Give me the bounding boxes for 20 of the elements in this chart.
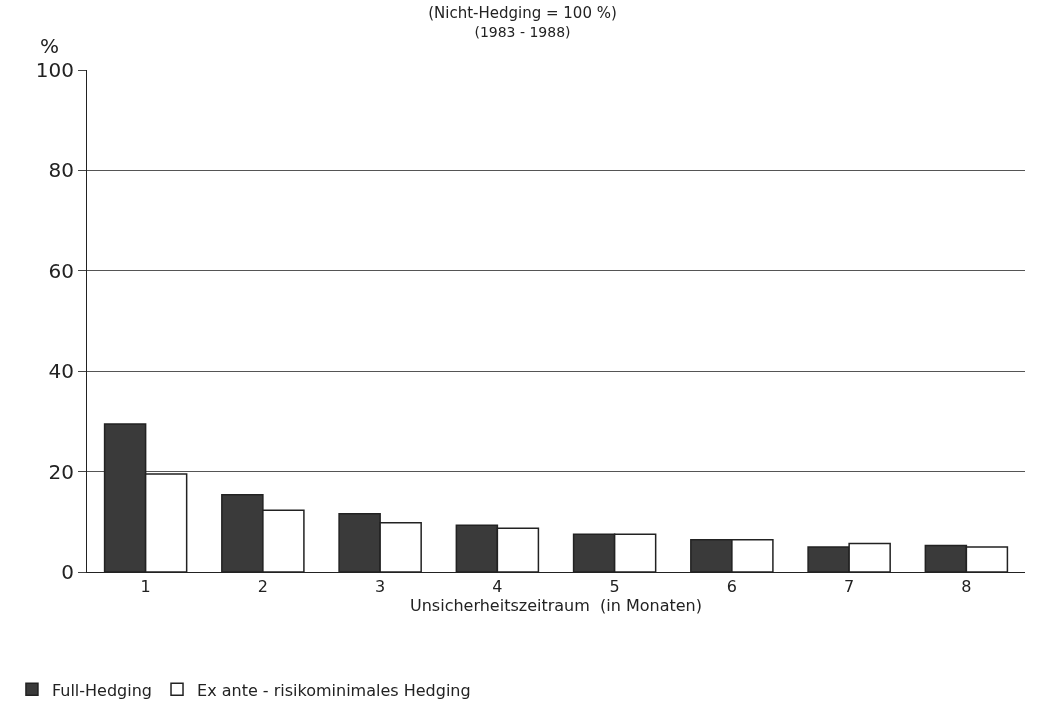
- legend-label: Ex ante - risikominimales Hedging: [197, 680, 471, 700]
- legend-label: Full-Hedging: [51, 680, 153, 700]
- chart-title: (Nicht-Hedging = 100 %): [428, 3, 617, 22]
- y-tick-label: 20: [48, 459, 74, 484]
- y-axis-title: %: [40, 34, 60, 58]
- y-tick-label: 40: [48, 359, 74, 384]
- chart-subtitle: (1983 - 1988): [474, 24, 571, 41]
- x-tick-label: 7: [844, 577, 855, 597]
- y-tick-label: 100: [35, 58, 74, 82]
- x-tick-label: 2: [257, 577, 268, 597]
- x-tick-label: 8: [961, 577, 972, 597]
- x-axis-title: Unsicherheitszeitraum (in Monaten): [410, 596, 702, 616]
- x-tick-label: 4: [492, 577, 503, 597]
- x-tick-label: 6: [726, 577, 737, 597]
- x-tick-label: 1: [140, 577, 151, 597]
- y-tick-label: 80: [48, 158, 74, 183]
- y-tick-label: 0: [61, 560, 74, 584]
- y-tick-label: 60: [48, 258, 74, 283]
- x-tick-label: 5: [609, 577, 620, 597]
- x-tick-label: 3: [375, 577, 386, 597]
